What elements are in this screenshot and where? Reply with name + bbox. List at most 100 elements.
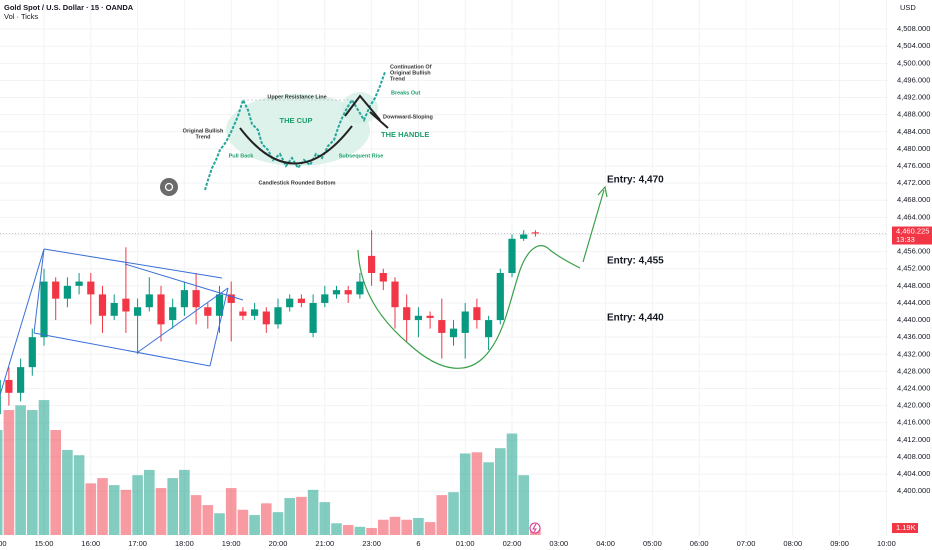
time-axis: 14:00 15:00 16:00 17:00 18:00 19:00 20:00 21:00… — [0, 539, 896, 548]
projection-curve — [357, 245, 581, 369]
volume-bar — [249, 515, 260, 535]
inset-label: Breaks Out — [391, 90, 421, 96]
projection-arrowhead — [597, 185, 608, 198]
volume-bar — [202, 505, 214, 535]
volume-bar — [132, 475, 143, 535]
candle-body — [485, 320, 493, 338]
x-tick-label: 6 — [416, 539, 420, 548]
volume-bar — [331, 523, 342, 535]
volume-bar — [342, 525, 354, 535]
volume-bar — [506, 433, 518, 535]
y-tick-label: 4,508.000 — [897, 24, 930, 33]
inset-cup-line — [239, 125, 353, 165]
candle-body — [0, 379, 1, 415]
volume-bar — [495, 448, 506, 535]
inset-price-path — [204, 71, 386, 191]
candle-body — [403, 307, 411, 321]
y-tick-label: 4,472.000 — [897, 178, 930, 187]
volume-bar — [307, 489, 319, 535]
inset-glow — [226, 94, 370, 166]
event-icon[interactable] — [529, 522, 541, 534]
candle-body — [531, 232, 539, 234]
y-tick-label: 4,500.000 — [897, 58, 930, 67]
candle-body — [473, 307, 481, 321]
y-tick-label: 4,444.000 — [897, 298, 930, 307]
candle-body — [5, 379, 13, 393]
volume-bar — [38, 400, 50, 535]
inset-label: THE HANDLE — [381, 130, 429, 139]
candle-body — [122, 298, 130, 312]
candle-body — [297, 298, 305, 303]
price-axis-panel — [888, 0, 932, 550]
candle-body — [426, 315, 434, 318]
volume-bar — [155, 488, 167, 535]
volume-bar — [436, 495, 448, 535]
last-volume-label: 1.19K — [896, 523, 916, 532]
volume-bar — [73, 455, 85, 535]
candle-body — [391, 281, 399, 308]
candle-body — [192, 290, 200, 308]
x-tick-label: 07:00 — [737, 539, 756, 548]
candle-body — [356, 281, 364, 295]
y-tick-label: 4,420.000 — [897, 401, 930, 410]
symbol-title: Gold Spot / U.S. Dollar · 15 · OANDA — [4, 3, 134, 12]
x-tick-label: 14:00 — [0, 539, 7, 548]
last-price-label: 4,460.225 — [896, 227, 929, 236]
inset-illustration: Continuation Of Original Bullish Trend U… — [160, 64, 433, 196]
candles — [0, 230, 539, 415]
candle-body — [251, 309, 259, 316]
volume-legend: Vol · Ticks — [4, 12, 38, 21]
candle-body — [40, 281, 48, 338]
inset-label: Pull Back — [229, 153, 255, 159]
candle-body — [204, 307, 212, 316]
volume-bar — [296, 496, 307, 535]
candle-body — [157, 294, 165, 325]
inset-label: Continuation Of — [390, 64, 432, 70]
y-tick-label: 4,484.000 — [897, 127, 930, 136]
annotations: Entry: 4,470 Entry: 4,455 Entry: 4,440 — [607, 175, 664, 324]
inset-label: Candlestick Rounded Bottom — [258, 180, 335, 186]
x-tick-label: 05:00 — [643, 539, 662, 548]
x-tick-label: 10:00 — [877, 539, 896, 548]
y-tick-label: 4,480.000 — [897, 144, 930, 153]
y-tick-label: 4,448.000 — [897, 281, 930, 290]
entry-label: Entry: 4,455 — [607, 256, 664, 267]
x-tick-label: 08:00 — [783, 539, 802, 548]
lens-icon[interactable] — [160, 178, 178, 196]
x-tick-label: 01:00 — [456, 539, 475, 548]
volume-bar — [483, 462, 494, 535]
candle-body — [134, 307, 142, 316]
entry-label: Entry: 4,470 — [607, 175, 664, 186]
volume-bar — [179, 469, 190, 535]
y-tick-label: 4,436.000 — [897, 332, 930, 341]
y-tick-label: 4,400.000 — [897, 486, 930, 495]
volume-bar — [97, 478, 108, 535]
x-tick-label: 06:00 — [690, 539, 709, 548]
candle-body — [75, 281, 83, 286]
projection-arrow — [582, 189, 605, 263]
y-tick-label: 4,424.000 — [897, 384, 930, 393]
volume-bar — [319, 502, 331, 535]
volume-bar — [518, 475, 529, 535]
y-tick-label: 4,504.000 — [897, 41, 930, 50]
y-tick-label: 4,404.000 — [897, 469, 930, 478]
volume-bars — [0, 400, 541, 535]
volume-bar — [214, 513, 225, 535]
candle-body — [286, 298, 294, 308]
candle-body — [145, 294, 153, 308]
y-tick-label: 4,488.000 — [897, 110, 930, 119]
y-tick-label: 4,428.000 — [897, 366, 930, 375]
y-tick-label: 4,464.000 — [897, 212, 930, 221]
candle-body — [52, 281, 60, 299]
inset-label: Trend — [196, 134, 211, 140]
candle-body — [227, 294, 235, 303]
volume-bar — [389, 516, 401, 535]
x-tick-label: 21:00 — [315, 539, 334, 548]
volume-bar — [225, 488, 237, 535]
inset-label: Original Bullish — [390, 70, 431, 76]
x-tick-label: 16:00 — [81, 539, 100, 548]
volume-bar — [378, 519, 389, 535]
x-tick-label: 17:00 — [128, 539, 147, 548]
